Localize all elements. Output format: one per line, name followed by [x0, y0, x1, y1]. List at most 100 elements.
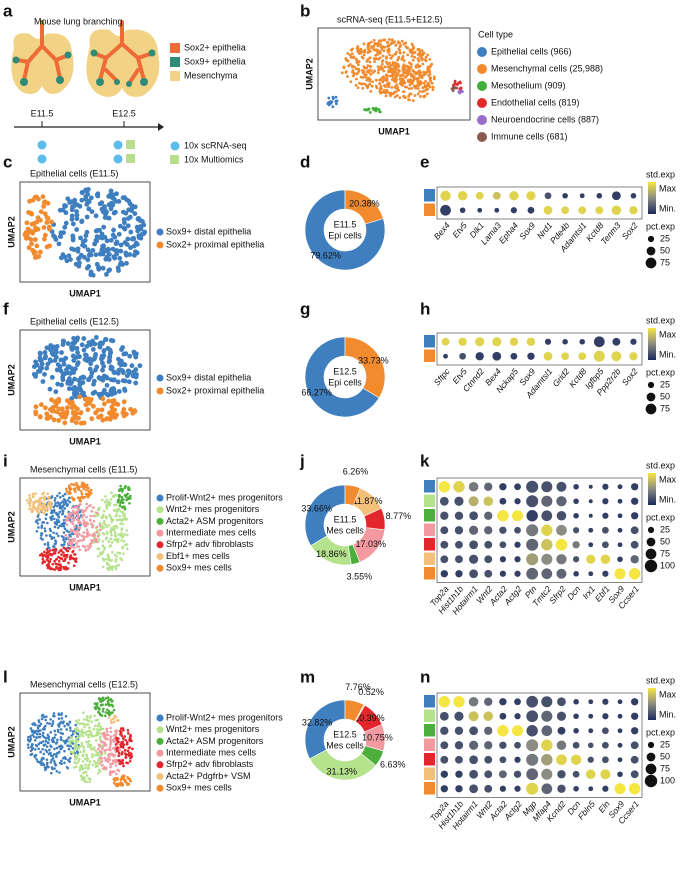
legend-swatch: [156, 761, 164, 769]
umap-point: [94, 762, 97, 765]
umap-point: [75, 726, 79, 730]
umap-point: [113, 531, 117, 535]
umap-point: [86, 483, 89, 487]
umap-point: [74, 209, 79, 214]
umap-point: [397, 56, 400, 60]
umap-point: [51, 417, 57, 423]
dot: [455, 540, 463, 549]
umap-point: [416, 63, 420, 67]
umap-point: [96, 535, 100, 538]
umap-point: [117, 508, 120, 512]
umap-point: [451, 89, 455, 93]
dot: [628, 568, 641, 580]
umap-point: [109, 537, 113, 541]
size-legend-label: 75: [660, 763, 670, 773]
dot: [593, 350, 605, 362]
umap-point: [72, 498, 75, 502]
umap-point: [42, 735, 46, 739]
dot: [499, 497, 507, 505]
umap-point: [40, 524, 44, 527]
size-legend-label: 75: [660, 257, 670, 267]
umap-point: [74, 345, 80, 351]
umap-point: [124, 738, 127, 742]
size-legend-label: 50: [660, 245, 670, 255]
umap-point: [65, 196, 71, 202]
umap-point: [63, 522, 67, 525]
umap-point: [25, 235, 31, 241]
umap-point: [115, 748, 119, 751]
umap-point: [72, 376, 78, 382]
umap-point: [379, 84, 383, 88]
umap-point: [38, 741, 42, 744]
dot: [602, 483, 609, 490]
umap-point: [105, 536, 109, 540]
umap-point: [69, 736, 73, 740]
umap-point: [122, 220, 127, 226]
umap-point: [396, 86, 400, 90]
umap-point: [27, 739, 30, 742]
umap-point: [69, 542, 72, 546]
umap-point: [56, 399, 62, 404]
dot: [601, 756, 609, 764]
umap-point: [76, 747, 80, 751]
size-legend-label: 25: [660, 739, 670, 749]
umap-point: [352, 55, 356, 59]
umap-point: [389, 94, 393, 98]
umap-point: [49, 731, 53, 734]
legend-label: Intermediate mes cells: [166, 747, 257, 757]
umap-point: [75, 406, 80, 412]
dot: [499, 756, 507, 764]
dot: [514, 498, 521, 505]
umap-point: [351, 64, 355, 68]
umap-point: [375, 86, 379, 90]
umap-point: [369, 65, 372, 69]
dot: [602, 512, 609, 519]
umap-point: [422, 95, 426, 99]
dot: [556, 524, 567, 536]
umap-point: [61, 721, 65, 725]
umap-point: [102, 558, 106, 562]
dot: [630, 338, 637, 345]
umap-point: [53, 767, 56, 770]
umap-point: [86, 745, 90, 748]
umap-point: [109, 762, 112, 766]
umap-point: [77, 260, 82, 266]
umap-point: [129, 736, 132, 740]
umap-point: [106, 696, 110, 700]
umap-point: [384, 85, 387, 89]
assay-icon: [126, 140, 135, 149]
dot: [573, 570, 579, 577]
umap-point: [395, 94, 399, 97]
umap-point: [109, 748, 112, 752]
umap-point: [43, 560, 47, 564]
dot: [454, 741, 464, 750]
umap-point: [88, 361, 94, 367]
dot: [492, 191, 501, 200]
colorbar-label: Max: [659, 183, 677, 193]
umap-point: [92, 734, 95, 738]
umap-point: [365, 78, 369, 82]
umap-point: [116, 719, 119, 722]
legend-label: Immune cells (681): [491, 131, 568, 141]
umap-point: [59, 747, 62, 751]
size-legend-dot: [647, 526, 655, 534]
dot: [588, 728, 594, 734]
umap-point: [413, 55, 417, 59]
umap-point: [53, 736, 56, 739]
umap-point: [70, 204, 75, 210]
center-label: Mes cells: [326, 525, 364, 535]
umap-point: [42, 752, 46, 756]
umap-point: [71, 358, 77, 363]
umap-point: [402, 68, 406, 72]
dot: [527, 352, 535, 360]
umap-point: [48, 534, 52, 538]
umap-point: [118, 242, 124, 248]
umap-point: [97, 710, 100, 714]
umap-point: [56, 418, 62, 423]
umap-point: [70, 237, 76, 243]
umap-point: [69, 744, 73, 748]
umap-point: [58, 255, 64, 261]
umap-point: [42, 350, 48, 355]
dot: [617, 498, 623, 504]
umap-point: [376, 44, 380, 48]
